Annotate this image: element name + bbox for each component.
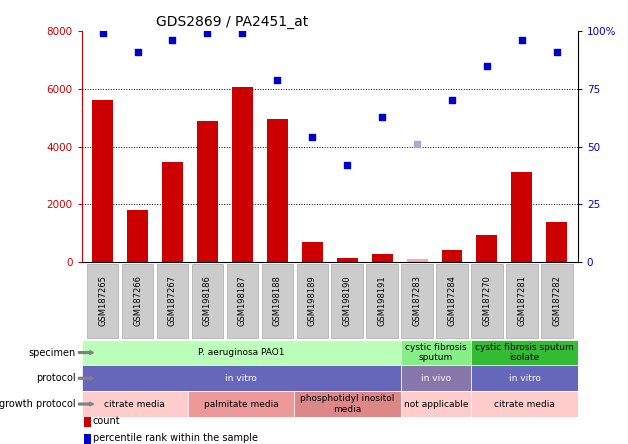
- Text: GSM187281: GSM187281: [517, 275, 526, 326]
- Bar: [92, 100, 113, 262]
- FancyBboxPatch shape: [472, 391, 578, 417]
- FancyBboxPatch shape: [471, 264, 502, 338]
- FancyBboxPatch shape: [436, 264, 468, 338]
- Point: [97, 30, 107, 37]
- Text: percentile rank within the sample: percentile rank within the sample: [93, 433, 258, 443]
- Point: [517, 37, 527, 44]
- FancyBboxPatch shape: [262, 264, 293, 338]
- FancyBboxPatch shape: [82, 365, 401, 391]
- Text: GSM187283: GSM187283: [413, 275, 421, 326]
- FancyBboxPatch shape: [192, 264, 223, 338]
- Text: GSM198191: GSM198191: [377, 275, 387, 326]
- Text: GSM198187: GSM198187: [238, 275, 247, 326]
- Text: GSM187267: GSM187267: [168, 275, 177, 326]
- Point: [202, 30, 212, 37]
- FancyBboxPatch shape: [82, 391, 188, 417]
- Text: cystic fibrosis
sputum: cystic fibrosis sputum: [405, 343, 467, 362]
- Text: citrate media: citrate media: [494, 400, 555, 408]
- Bar: [337, 258, 358, 262]
- Text: palmitate media: palmitate media: [203, 400, 278, 408]
- Bar: [267, 119, 288, 262]
- Bar: [127, 210, 148, 262]
- FancyBboxPatch shape: [332, 264, 363, 338]
- FancyBboxPatch shape: [472, 365, 578, 391]
- Point: [307, 134, 317, 141]
- Point: [133, 48, 143, 56]
- Bar: [162, 163, 183, 262]
- Text: GSM187282: GSM187282: [552, 275, 561, 326]
- Text: citrate media: citrate media: [104, 400, 165, 408]
- Text: specimen: specimen: [28, 348, 75, 357]
- FancyBboxPatch shape: [87, 264, 118, 338]
- Bar: [441, 250, 462, 262]
- Bar: [197, 121, 218, 262]
- Point: [377, 113, 387, 120]
- Text: in vitro: in vitro: [509, 374, 541, 383]
- FancyBboxPatch shape: [506, 264, 538, 338]
- Point: [273, 76, 283, 83]
- FancyBboxPatch shape: [401, 391, 472, 417]
- Bar: [232, 87, 253, 262]
- Bar: [406, 259, 428, 262]
- Text: GSM187284: GSM187284: [448, 275, 457, 326]
- FancyBboxPatch shape: [401, 340, 472, 365]
- Text: GSM198190: GSM198190: [343, 275, 352, 326]
- Bar: [546, 222, 567, 262]
- FancyBboxPatch shape: [82, 340, 401, 365]
- FancyBboxPatch shape: [295, 391, 401, 417]
- Point: [447, 97, 457, 104]
- FancyBboxPatch shape: [227, 264, 258, 338]
- Point: [168, 37, 178, 44]
- Bar: [477, 234, 497, 262]
- FancyBboxPatch shape: [157, 264, 188, 338]
- Bar: [372, 254, 392, 262]
- Text: protocol: protocol: [36, 373, 75, 383]
- Point: [342, 162, 352, 169]
- Point: [237, 30, 247, 37]
- Text: in vitro: in vitro: [225, 374, 257, 383]
- FancyBboxPatch shape: [472, 340, 578, 365]
- FancyBboxPatch shape: [122, 264, 153, 338]
- Text: GSM198186: GSM198186: [203, 275, 212, 326]
- Point: [482, 62, 492, 69]
- Text: GDS2869 / PA2451_at: GDS2869 / PA2451_at: [156, 15, 308, 29]
- FancyBboxPatch shape: [401, 264, 433, 338]
- Text: P. aeruginosa PAO1: P. aeruginosa PAO1: [198, 348, 284, 357]
- FancyBboxPatch shape: [188, 391, 295, 417]
- Text: cystic fibrosis sputum
isolate: cystic fibrosis sputum isolate: [475, 343, 574, 362]
- FancyBboxPatch shape: [366, 264, 398, 338]
- Text: GSM187266: GSM187266: [133, 275, 142, 326]
- Text: GSM198188: GSM198188: [273, 275, 282, 326]
- FancyBboxPatch shape: [296, 264, 328, 338]
- FancyBboxPatch shape: [541, 264, 573, 338]
- Point: [412, 141, 422, 148]
- Text: GSM187270: GSM187270: [482, 275, 492, 326]
- Text: GSM198189: GSM198189: [308, 275, 317, 326]
- Text: count: count: [93, 416, 121, 426]
- Text: phosphotidyl inositol
media: phosphotidyl inositol media: [300, 394, 394, 414]
- Text: growth protocol: growth protocol: [0, 399, 75, 409]
- Text: not applicable: not applicable: [404, 400, 468, 408]
- Point: [552, 48, 562, 56]
- Text: GSM187265: GSM187265: [98, 275, 107, 326]
- Bar: [511, 173, 533, 262]
- FancyBboxPatch shape: [401, 365, 472, 391]
- Text: in vivo: in vivo: [421, 374, 451, 383]
- Bar: [301, 242, 323, 262]
